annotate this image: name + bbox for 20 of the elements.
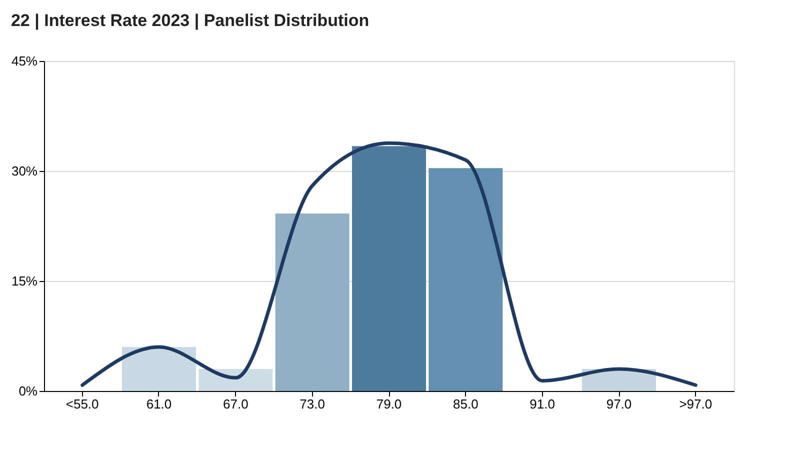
x-tick-label: 73.0 xyxy=(300,396,325,412)
bar xyxy=(428,168,503,391)
x-tick-label: >97.0 xyxy=(679,396,712,412)
y-tick-label: 0% xyxy=(18,384,38,398)
bar xyxy=(198,369,273,391)
x-tick-label: <55.0 xyxy=(66,396,99,412)
chart-title: 22 | Interest Rate 2023 | Panelist Distribution xyxy=(10,11,370,30)
bar xyxy=(352,146,426,391)
line-series xyxy=(80,141,698,387)
x-tick-label: 61.0 xyxy=(146,396,172,412)
x-tick-label: 91.0 xyxy=(530,396,555,412)
x-tick-label: 67.0 xyxy=(223,396,248,412)
x-tick-label: 97.0 xyxy=(606,396,632,412)
y-tick-label: 30% xyxy=(11,164,38,178)
x-tick-label: 79.0 xyxy=(376,396,402,412)
bar xyxy=(275,214,350,391)
bar xyxy=(122,347,196,391)
y-tick-label: 45% xyxy=(11,54,38,68)
x-tick-label: 85.0 xyxy=(453,396,478,412)
y-tick-label: 15% xyxy=(11,274,38,288)
